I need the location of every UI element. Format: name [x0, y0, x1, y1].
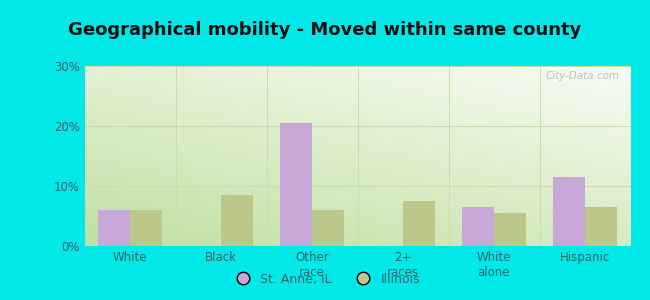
Bar	[585, 207, 617, 246]
Bar	[312, 210, 344, 246]
Legend: St. Anne, IL, Illinois: St. Anne, IL, Illinois	[225, 268, 425, 291]
Bar	[553, 177, 585, 246]
Bar	[221, 195, 253, 246]
Text: Geographical mobility - Moved within same county: Geographical mobility - Moved within sam…	[68, 21, 582, 39]
Text: City-Data.com: City-Data.com	[545, 71, 619, 81]
Bar	[130, 210, 162, 246]
Bar	[280, 123, 312, 246]
Bar	[494, 213, 526, 246]
Bar	[98, 210, 130, 246]
Bar	[462, 207, 494, 246]
Bar	[403, 201, 435, 246]
